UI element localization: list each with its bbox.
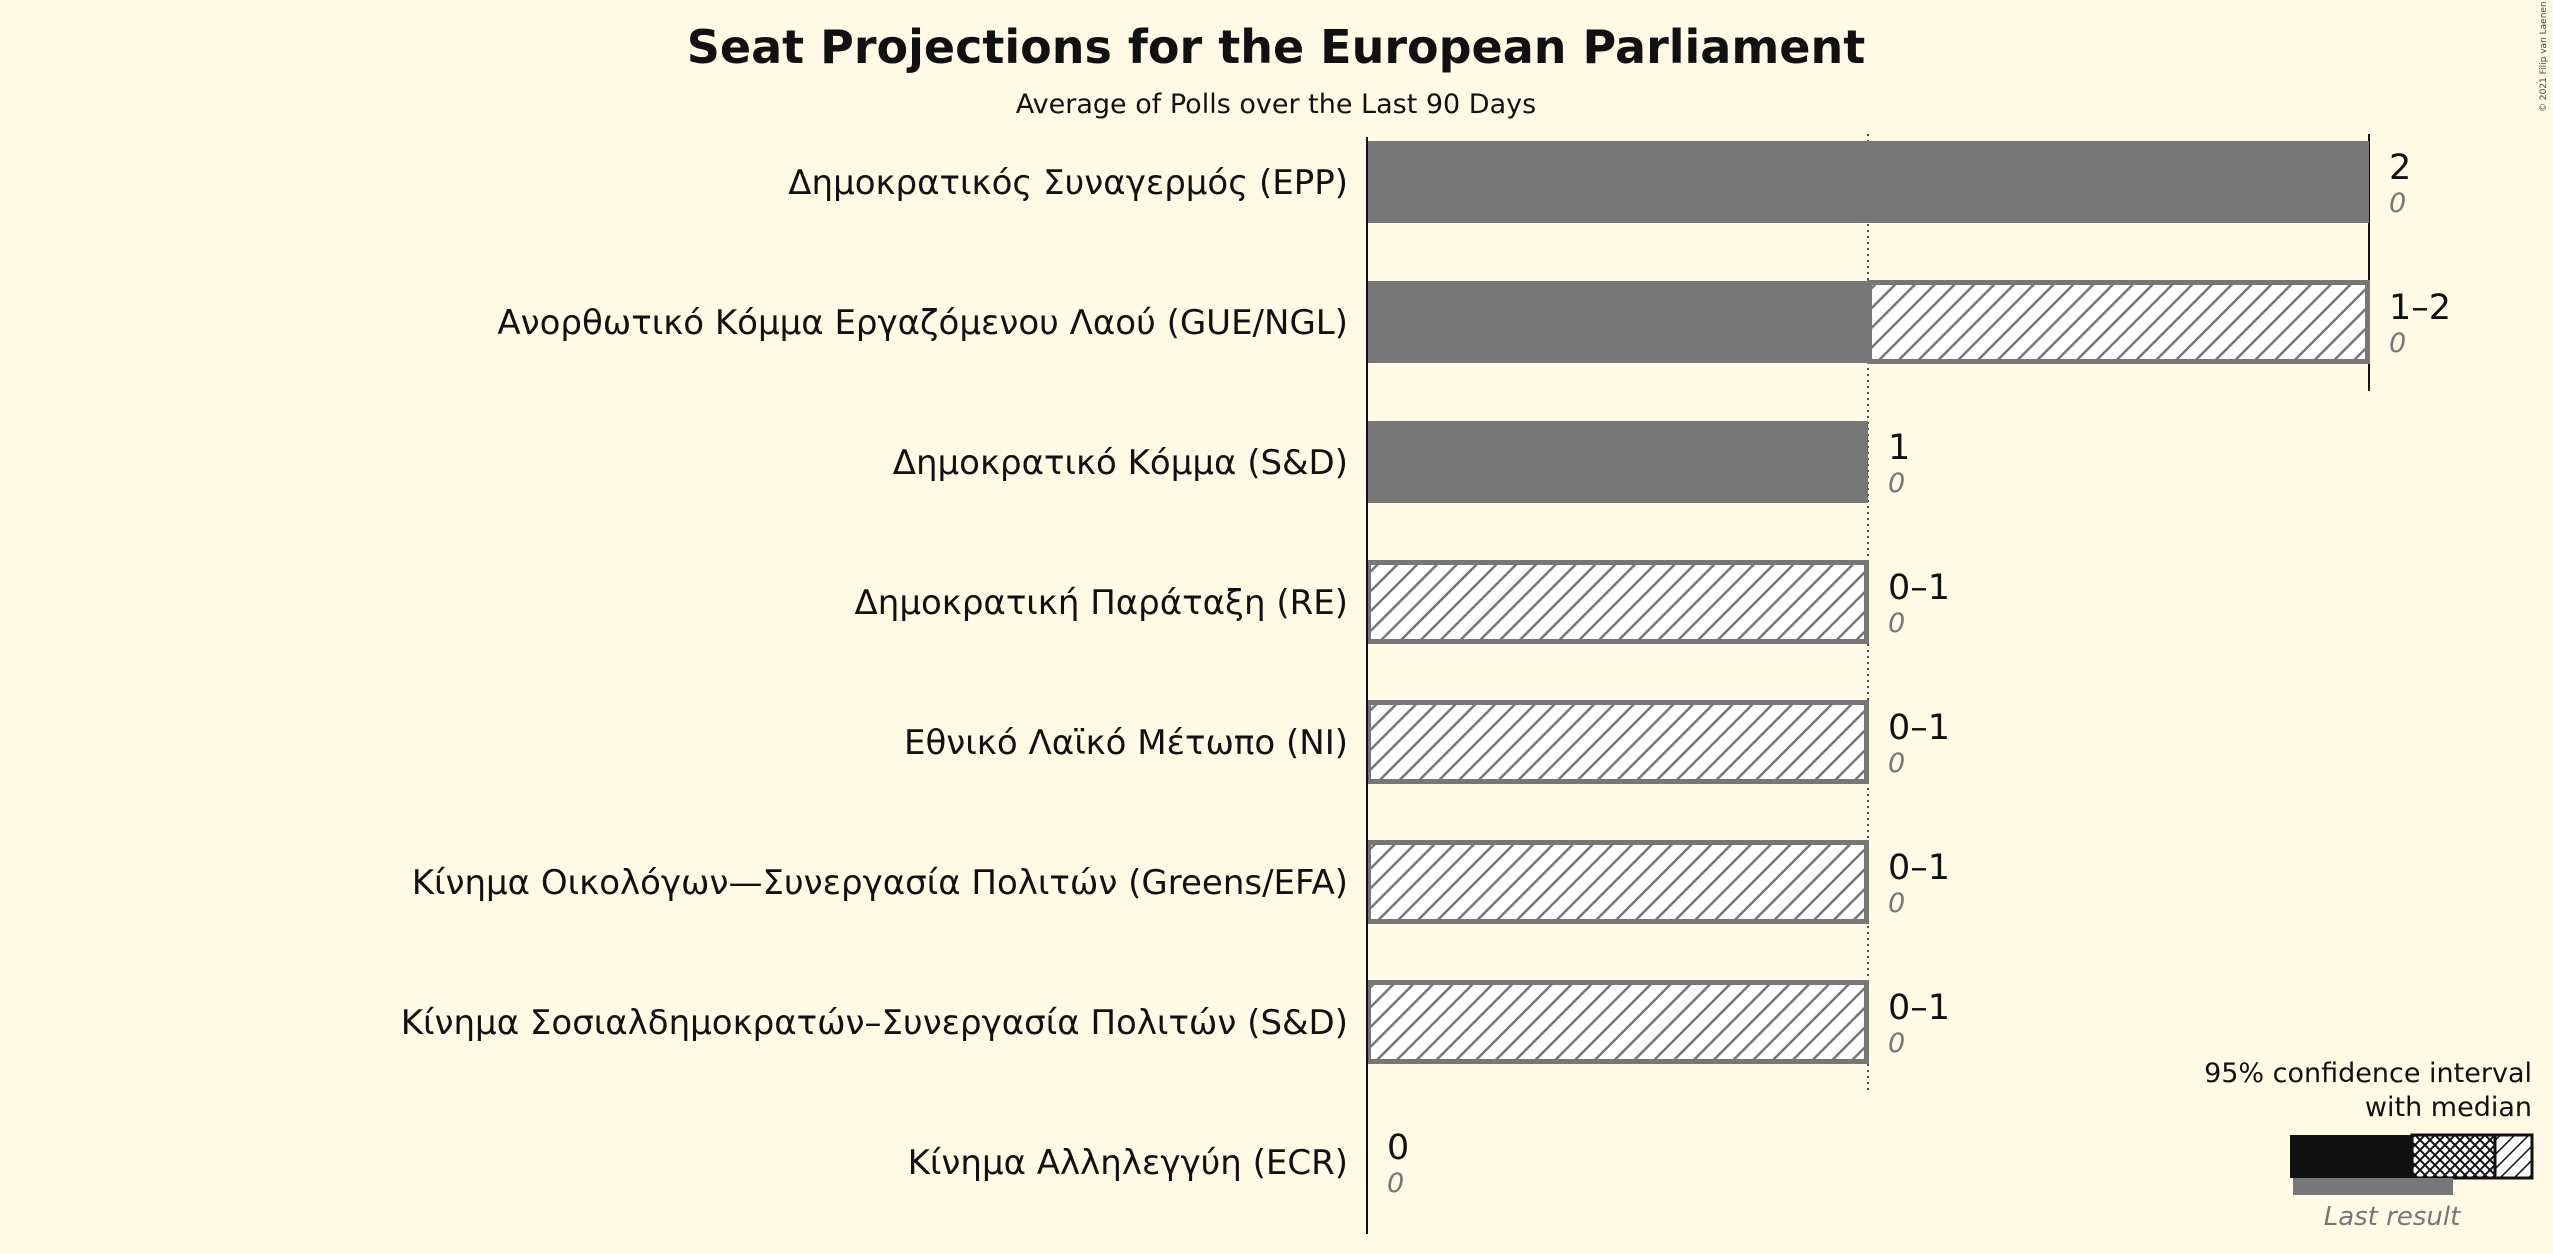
party-row: Κίνημα Σοσιαλδημοκρατών–Συνεργασία Πολιτ…: [401, 980, 1950, 1064]
party-row: Ανορθωτικό Κόμμα Εργαζόμενου Λαού (GUE/N…: [497, 280, 2451, 364]
bar-interval: [1366, 980, 1869, 1064]
last-result-label: 0: [2389, 188, 2406, 219]
party-row: Κίνημα Αλληλεγγύη (ECR) 00: [908, 1128, 1410, 1199]
party-label: Δημοκρατικός Συναγερμός (EPP): [788, 163, 1348, 203]
legend-last-result-bar: [2293, 1178, 2453, 1195]
range-label: 0–1: [1888, 988, 1950, 1028]
last-result-label: 0: [1888, 468, 1905, 499]
last-result-label: 0: [2389, 328, 2406, 359]
legend-ci-upper: [2493, 1133, 2534, 1180]
bar-interval: [1867, 280, 2370, 364]
legend-last-result-label: Last result: [2324, 1202, 2461, 1232]
last-result-label: 0: [1387, 1168, 1404, 1199]
last-result-label: 0: [1888, 748, 1905, 779]
bar-interval: [1366, 700, 1869, 784]
range-label: 0–1: [1888, 708, 1950, 748]
legend: 95% confidence interval with median Last…: [2204, 1058, 2534, 1232]
bar-certain: [1367, 421, 1868, 503]
legend-ci-median: [2410, 1133, 2497, 1180]
range-label: 1–2: [2389, 288, 2451, 328]
party-label: Ανορθωτικό Κόμμα Εργαζόμενου Λαού (GUE/N…: [497, 303, 1348, 343]
party-row: Δημοκρατική Παράταξη (RE) 0–10: [855, 560, 1950, 644]
bar-certain: [1367, 141, 2369, 223]
legend-line-1: 95% confidence interval: [2204, 1058, 2532, 1089]
party-row: Εθνικό Λαϊκό Μέτωπο (NI) 0–10: [904, 700, 1950, 784]
chart-title: Seat Projections for the European Parlia…: [687, 20, 1865, 74]
legend-ci-solid: [2290, 1135, 2412, 1178]
range-label: 1: [1888, 428, 1910, 468]
party-label: Δημοκρατικό Κόμμα (S&D): [893, 443, 1348, 483]
last-result-label: 0: [1888, 608, 1905, 639]
chart-subtitle: Average of Polls over the Last 90 Days: [1016, 89, 1536, 120]
range-label: 2: [2389, 148, 2411, 188]
range-label: 0–1: [1888, 568, 1950, 608]
party-label: Κίνημα Οικολόγων—Συνεργασία Πολιτών (Gre…: [412, 863, 1348, 903]
party-label: Κίνημα Αλληλεγγύη (ECR): [908, 1143, 1348, 1183]
bar-interval: [1366, 560, 1869, 644]
bar-interval: [1366, 840, 1869, 924]
range-label: 0: [1387, 1128, 1409, 1168]
chart-rows: Δημοκρατικός Συναγερμός (EPP) 20Ανορθωτικ…: [401, 141, 2451, 1199]
last-result-label: 0: [1888, 888, 1905, 919]
last-result-label: 0: [1888, 1028, 1905, 1059]
party-label: Εθνικό Λαϊκό Μέτωπο (NI): [904, 723, 1348, 763]
legend-line-2: with median: [2365, 1092, 2532, 1123]
party-label: Κίνημα Σοσιαλδημοκρατών–Συνεργασία Πολιτ…: [401, 1003, 1348, 1043]
party-row: Δημοκρατικός Συναγερμός (EPP) 20: [788, 141, 2411, 223]
bar-certain: [1367, 281, 1868, 363]
party-label: Δημοκρατική Παράταξη (RE): [855, 583, 1348, 623]
party-row: Κίνημα Οικολόγων—Συνεργασία Πολιτών (Gre…: [412, 840, 1950, 924]
range-label: 0–1: [1888, 848, 1950, 888]
copyright-note: © 2021 Filip van Laenen: [2539, 1, 2549, 112]
party-row: Δημοκρατικό Κόμμα (S&D) 10: [893, 421, 1910, 503]
